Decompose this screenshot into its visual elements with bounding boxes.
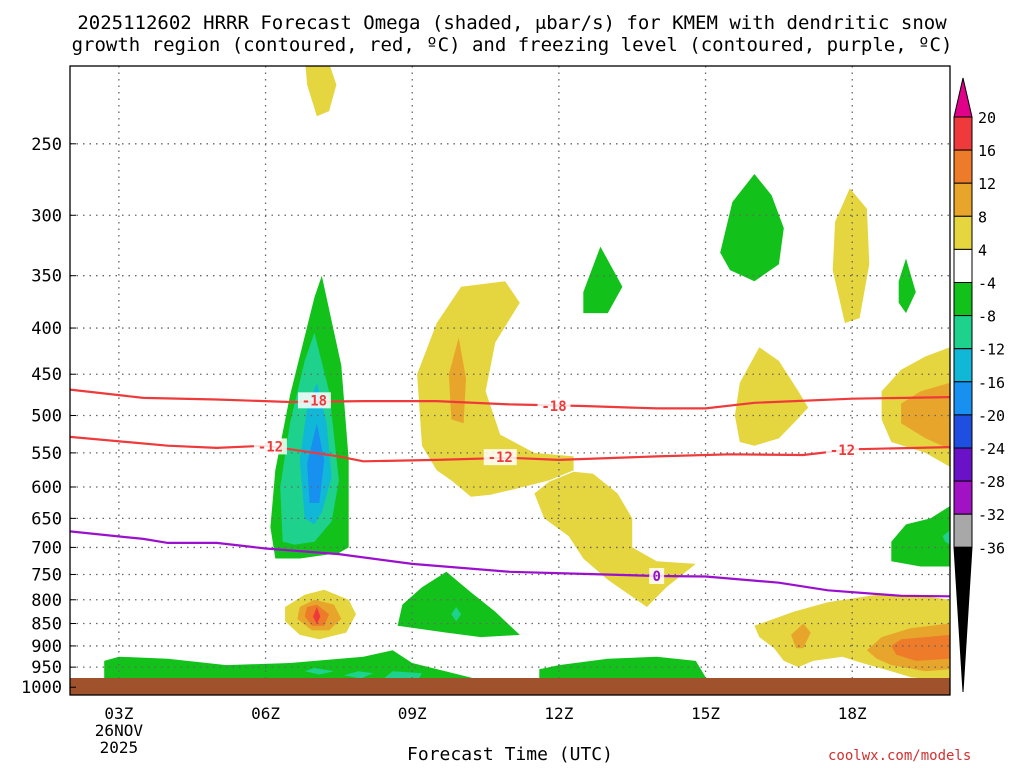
- colorbar-label: -12: [978, 341, 1005, 359]
- omega-region-19: [397, 571, 520, 638]
- colorbar-bin-12: [953, 480, 973, 515]
- ground-surface: [70, 678, 950, 695]
- colorbar-bin-3: [953, 182, 973, 217]
- y-tick-label: 950: [31, 658, 62, 678]
- colorbar-label: 8: [978, 208, 987, 226]
- omega-region-4: [583, 246, 623, 314]
- colorbar-label: 16: [978, 142, 996, 160]
- omega-region-12: [734, 347, 809, 446]
- contour-label-bg: [253, 438, 287, 455]
- contour-label-bg: [483, 449, 517, 466]
- contour-dgz-0: [70, 388, 950, 410]
- colorbar-bin-7: [953, 315, 973, 350]
- plot-frame: [69, 65, 951, 696]
- y-tick-label: 250: [31, 135, 62, 155]
- contour-label: -18: [302, 393, 327, 409]
- contour-label: 0: [652, 569, 660, 585]
- y-tick-label: 750: [31, 565, 62, 585]
- x-axis-title-wrap: Forecast Time (UTC): [0, 744, 1024, 765]
- chart-title-line-2: growth region (contoured, red, ºC) and f…: [71, 34, 953, 56]
- omega-region-2: [832, 188, 870, 324]
- colorbar-label: -20: [978, 407, 1005, 425]
- y-tick-label: 300: [31, 206, 62, 226]
- colorbar-label: -24: [978, 440, 1005, 458]
- colorbar-bin-4: [953, 215, 973, 250]
- x-tick-label: 09Z: [398, 704, 427, 723]
- omega-region-31: [942, 530, 950, 545]
- colorbar-label: 4: [978, 241, 987, 259]
- y-tick-label: 700: [31, 538, 62, 558]
- omega-region-29: [891, 634, 950, 661]
- contour-label: -18: [541, 399, 566, 415]
- colorbar-label: -16: [978, 374, 1005, 392]
- chart-title-line-1: 2025112602 HRRR Forecast Omega (shaded, …: [77, 12, 947, 34]
- omega-region-1: [720, 174, 784, 282]
- colorbar-label: -36: [978, 539, 1005, 557]
- contour-label: -12: [488, 450, 513, 466]
- omega-region-23: [343, 671, 374, 679]
- x-tick-label: 03Z: [104, 704, 133, 723]
- colorbar-bin-11: [953, 447, 973, 482]
- y-tick-label: 900: [31, 637, 62, 657]
- x-tick-label: 06Z: [251, 704, 280, 723]
- colorbar-label: 20: [978, 109, 996, 127]
- colorbar-label: -8: [978, 308, 996, 326]
- contour-freezing-2: [70, 530, 950, 598]
- omega-region-14: [901, 382, 950, 450]
- colorbar-label: -28: [978, 473, 1005, 491]
- contour-label-bg: [649, 568, 665, 585]
- colorbar: 20 16 12 8 4 -4 -8 -12 -16 -20 -24 -28 -32 -36: [953, 77, 1005, 693]
- contour-label-bg: [297, 392, 331, 409]
- x-date-label: 2025: [100, 738, 139, 757]
- omega-shading: [104, 66, 950, 690]
- colorbar-bin-10: [953, 414, 973, 449]
- x-tick-label: 18Z: [838, 704, 867, 723]
- colorbar-bin-5: [953, 248, 973, 283]
- colorbar-label: -32: [978, 506, 1005, 524]
- y-tick-label: 800: [31, 591, 62, 611]
- y-tick-label: 1000: [21, 678, 62, 698]
- x-axis-title: Forecast Time (UTC): [407, 744, 613, 765]
- site-credit[interactable]: coolwx.com/models: [828, 748, 972, 764]
- omega-region-8: [307, 423, 325, 503]
- omega-region-30: [891, 506, 950, 567]
- colorbar-label: 12: [978, 175, 996, 193]
- contour-label: -12: [258, 439, 283, 455]
- colorbar-bin-1: [953, 116, 973, 151]
- y-tick-label: 500: [31, 407, 62, 427]
- x-tick-label: 15Z: [691, 704, 720, 723]
- colorbar-bin-top: [953, 77, 973, 118]
- colorbar-bin-13: [953, 513, 973, 548]
- y-tick-label: 650: [31, 509, 62, 529]
- axes: 2503003504004505005506006507007508008509…: [21, 135, 867, 757]
- omega-region-22: [304, 668, 334, 675]
- x-tick-label: 12Z: [544, 704, 573, 723]
- contour-label: -12: [830, 443, 855, 459]
- colorbar-bin-2: [953, 149, 973, 184]
- contour-lines: -18 -18 -12 -12 -12 0: [70, 388, 950, 598]
- x-date-label: 26NOV: [95, 721, 144, 740]
- colorbar-bin-bottom: [953, 546, 973, 693]
- contour-dgz-1: [70, 435, 950, 463]
- omega-region-27: [791, 623, 811, 649]
- contour-label-bg: [825, 442, 859, 459]
- grid-lines: [70, 66, 950, 695]
- omega-region-9: [417, 281, 574, 497]
- omega-region-18: [313, 607, 321, 625]
- omega-region-3: [898, 258, 916, 314]
- colorbar-bin-6: [953, 282, 973, 317]
- y-tick-label: 600: [31, 478, 62, 498]
- contour-label-bg: [537, 397, 571, 414]
- colorbar-bin-9: [953, 381, 973, 416]
- y-tick-label: 350: [31, 267, 62, 287]
- y-tick-label: 850: [31, 615, 62, 635]
- colorbar-label: -4: [978, 275, 996, 293]
- omega-region-20: [451, 607, 462, 622]
- colorbar-bin-8: [953, 348, 973, 383]
- y-tick-label: 400: [31, 319, 62, 339]
- omega-region-0: [305, 66, 337, 117]
- y-tick-label: 450: [31, 365, 62, 385]
- y-tick-label: 550: [31, 444, 62, 464]
